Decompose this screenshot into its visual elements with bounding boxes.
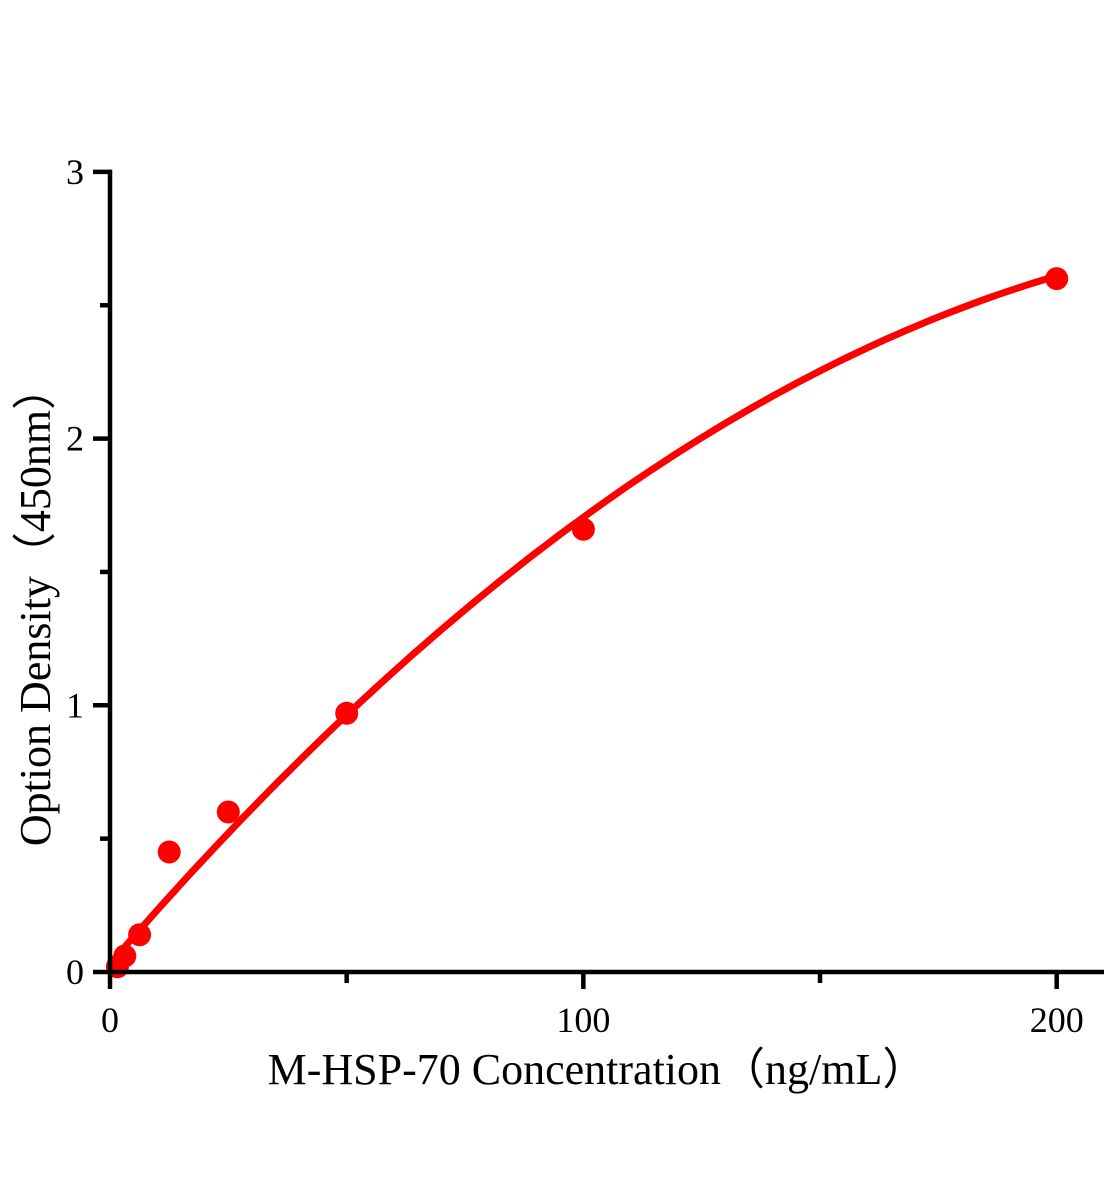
data-point xyxy=(157,840,181,864)
y-tick-label: 0 xyxy=(66,952,84,992)
x-tick-label: 200 xyxy=(1030,1000,1084,1040)
y-tick-label: 2 xyxy=(66,419,84,459)
x-tick-label: 100 xyxy=(556,1000,610,1040)
data-point xyxy=(216,800,240,824)
x-tick-label: 0 xyxy=(101,1000,119,1040)
data-point xyxy=(128,923,152,947)
data-point xyxy=(1045,267,1069,291)
x-axis-title: M-HSP-70 Concentration（ng/mL） xyxy=(267,1045,927,1094)
data-point xyxy=(571,517,595,541)
data-point xyxy=(113,944,137,968)
y-tick-label: 3 xyxy=(66,152,84,192)
y-tick-label: 1 xyxy=(66,685,84,725)
fit-curve xyxy=(106,272,1061,968)
data-point xyxy=(335,701,359,725)
y-axis-title: Option Density（450nm） xyxy=(10,365,60,847)
